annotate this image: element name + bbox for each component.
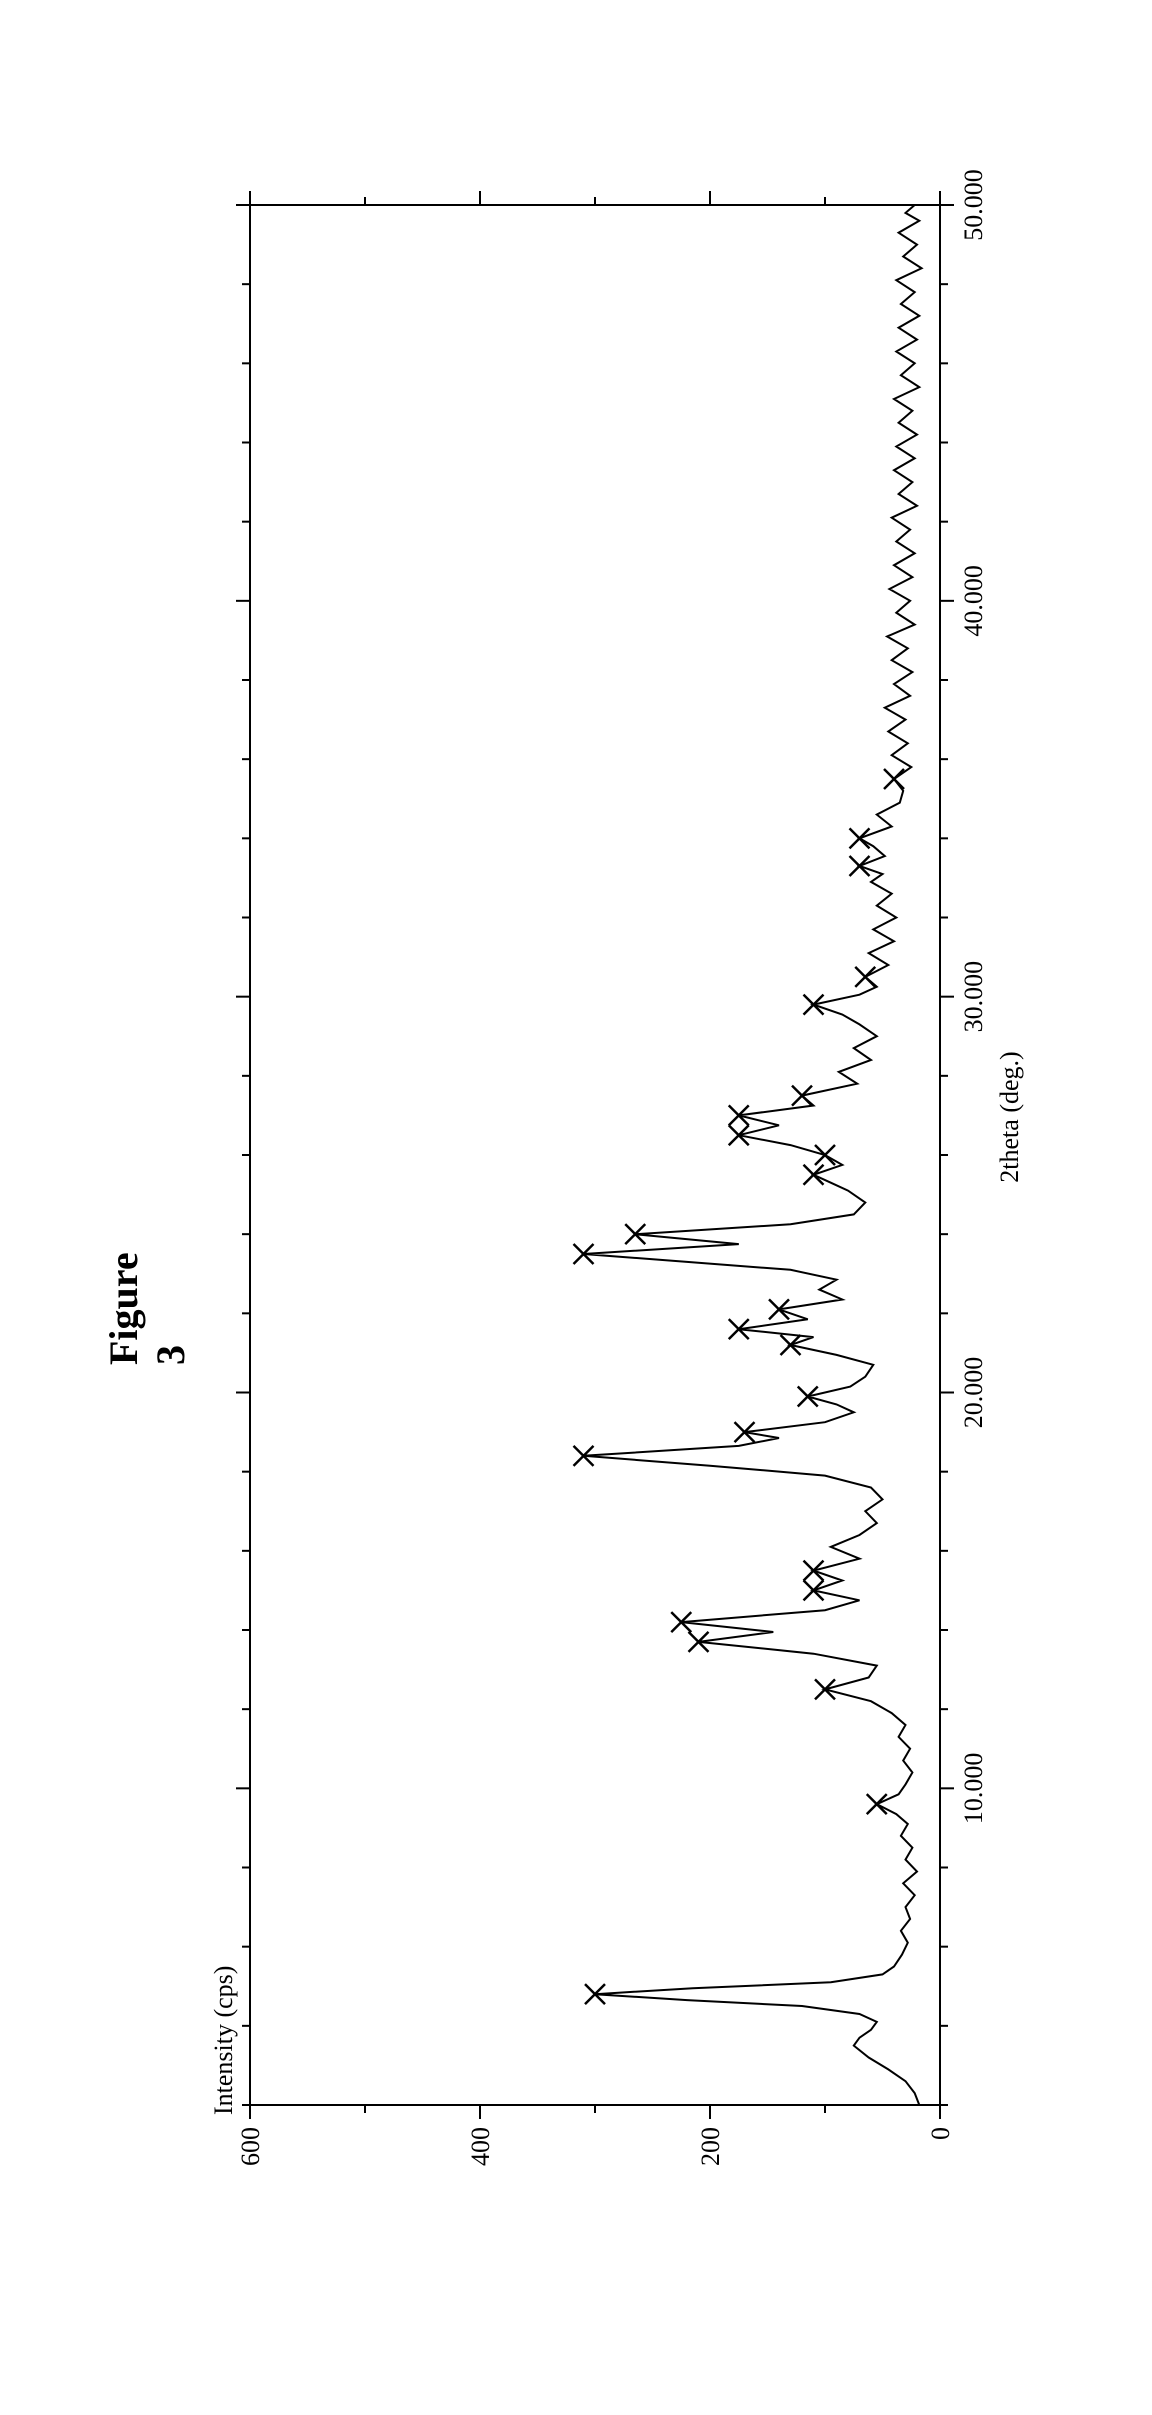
peak-marker bbox=[729, 1125, 749, 1145]
peak-marker bbox=[798, 1386, 818, 1406]
xtick-label: 50.000 bbox=[959, 169, 988, 241]
peak-marker bbox=[792, 1086, 812, 1106]
xtick-label: 40.000 bbox=[959, 565, 988, 637]
peak-marker bbox=[804, 1561, 824, 1581]
peak-marker bbox=[855, 967, 875, 987]
peak-marker bbox=[884, 769, 904, 789]
plot-frame bbox=[250, 205, 940, 2105]
xtick-label: 20.000 bbox=[959, 1357, 988, 1429]
ytick-label: 600 bbox=[236, 2127, 265, 2166]
peak-marker bbox=[804, 1165, 824, 1185]
peak-marker bbox=[815, 1145, 835, 1165]
xaxis-label: 2theta (deg.) bbox=[995, 1051, 1024, 1182]
ytick-label: 400 bbox=[466, 2127, 495, 2166]
ytick-label: 0 bbox=[926, 2127, 955, 2140]
xtick-label: 30.000 bbox=[959, 961, 988, 1033]
peak-marker bbox=[850, 828, 870, 848]
yaxis-label: Intensity (cps) bbox=[209, 1966, 238, 2115]
xtick-label: 10.000 bbox=[959, 1753, 988, 1825]
peak-marker bbox=[815, 1679, 835, 1699]
peak-marker bbox=[769, 1299, 789, 1319]
ytick-label: 200 bbox=[696, 2127, 725, 2166]
peak-marker bbox=[781, 1335, 801, 1355]
xrd-trace bbox=[584, 205, 922, 2105]
page-rotated-container: Figure 3 020040060010.00020.00030.00040.… bbox=[0, 1263, 1152, 2415]
xrd-chart: 0 200 400 600 10.000 20.000 30.000 40.000 50.000… bbox=[0, 0, 1152, 2415]
peak-marker bbox=[804, 1580, 824, 1600]
peak-marker bbox=[804, 995, 824, 1015]
peak-marker bbox=[850, 856, 870, 876]
peak-marker bbox=[867, 1794, 887, 1814]
